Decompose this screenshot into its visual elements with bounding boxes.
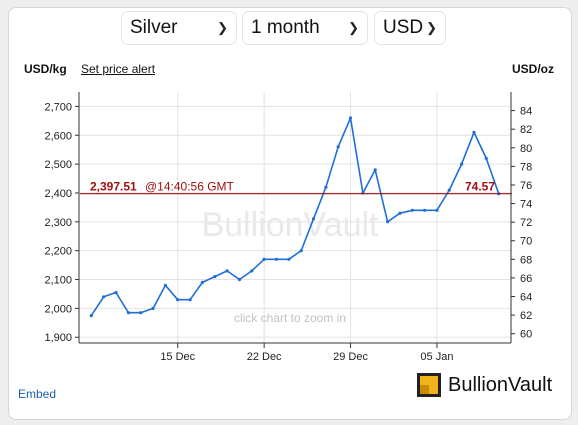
bottom-axis-tick-label: 29 Dec [333,351,368,363]
data-point [484,156,488,160]
series-line [90,117,500,317]
chart-card [8,7,572,420]
left-axis-unit: USD/kg [24,62,67,76]
data-point [151,306,155,310]
left-axis-tick-label: 2,600 [44,130,72,142]
data-point [225,269,229,273]
data-point [126,311,130,315]
data-point [336,145,340,149]
data-point [176,298,180,302]
right-axis-tick-label: 64 [520,292,532,304]
right-axis-tick-label: 78 [520,161,532,173]
chevron-down-icon: ❯ [426,20,437,35]
data-point [348,116,353,120]
current-price-marker: 2,397.51 @14:40:56 GMT 74.57 [80,180,512,195]
bottom-axis-tick-label: 05 Jan [420,351,453,363]
set-price-alert-link[interactable]: Set price alert [81,62,156,76]
bottom-axis-tick-label: 22 Dec [247,351,282,363]
data-point [102,295,106,299]
data-point [398,211,402,215]
data-point [139,311,143,315]
data-point [287,257,291,261]
data-point [373,168,377,172]
metal-select-value: Silver [130,17,178,38]
right-axis-tick-label: 74 [520,199,532,211]
current-price-time: @14:40:56 GMT [145,180,235,194]
data-point [188,298,192,302]
data-point [114,290,118,295]
data-point [89,314,93,318]
current-price-right-value: 74.57 [465,180,495,194]
chevron-down-icon: ❯ [217,20,228,35]
left-axis-tick-label: 1,900 [44,332,72,344]
right-axis-tick-label: 70 [520,236,532,248]
data-point [460,162,464,166]
chevron-down-icon: ❯ [348,20,359,35]
period-select-value: 1 month [251,17,320,38]
right-axis-tick-label: 82 [520,124,532,136]
right-axis-tick-label: 68 [520,254,532,266]
right-axis-tick-label: 60 [520,329,532,341]
left-axis-tick-label: 2,500 [44,159,72,171]
data-point [410,208,414,212]
right-axis-tick-label: 76 [520,180,532,192]
bullionvault-logo[interactable]: BullionVault [416,372,552,398]
data-point [435,208,439,212]
data-point [386,220,390,224]
left-axis-tick-label: 2,200 [44,246,72,258]
data-point [472,130,476,134]
right-axis-tick-label: 80 [520,143,532,155]
embed-link[interactable]: Embed [18,387,57,401]
left-axis-tick-label: 2,300 [44,217,72,229]
data-point [299,249,303,253]
data-point [200,280,204,284]
data-point [447,188,451,192]
right-axis-tick-label: 62 [520,310,532,322]
right-axis-unit: USD/oz [512,62,554,76]
data-point [324,185,328,189]
right-axis-tick-label: 66 [520,273,532,285]
bottom-axis-tick-label: 15 Dec [160,351,195,363]
grid [79,92,511,343]
data-point [311,217,316,221]
zoom-hint: click chart to zoom in [234,311,346,325]
watermark-text: BullionVault [201,206,379,244]
data-point [423,208,427,212]
currency-select-value: USD [383,17,424,38]
data-point [250,269,254,273]
logo-icon [417,373,441,397]
metal-select[interactable]: Silver ❯ [122,12,236,44]
data-point [213,275,217,279]
current-price-left-value: 2,397.51 [90,180,137,194]
right-axis-tick-label: 84 [520,106,532,118]
left-axis-tick-label: 2,100 [44,275,72,287]
period-select[interactable]: 1 month ❯ [243,12,367,44]
data-point [274,257,279,261]
data-point [163,283,167,287]
brand-name: BullionVault [448,373,553,396]
currency-select[interactable]: USD ❯ [375,12,445,44]
left-axis-tick-label: 2,700 [44,101,72,113]
left-axis-tick-label: 2,000 [44,303,72,315]
data-point [262,257,266,261]
data-point [237,277,242,282]
left-axis-tick-label: 2,400 [44,188,72,200]
axes: 1,900 2,000 2,100 2,200 2,300 2,400 2,500 2,600… [44,92,532,363]
right-axis-tick-label: 72 [520,217,532,229]
